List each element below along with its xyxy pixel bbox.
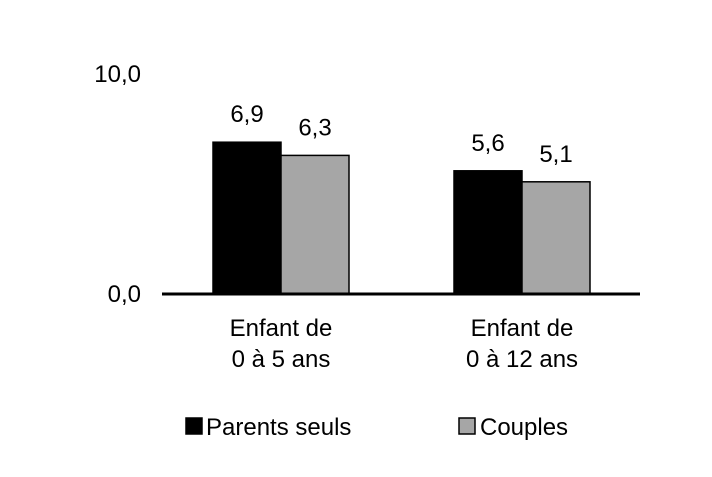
legend-swatch-parents-seuls: [185, 417, 203, 435]
bar-parents-seuls: [453, 170, 523, 295]
data-label: 5,6: [471, 130, 504, 157]
data-label: 5,1: [539, 141, 572, 168]
y-tick-label: 10,0: [94, 61, 141, 88]
bar-couples: [521, 181, 591, 295]
bar-parents-seuls: [212, 141, 282, 295]
data-label: 6,9: [230, 101, 263, 128]
x-category-label: 0 à 12 ans: [466, 346, 578, 373]
legend-label: Couples: [480, 414, 568, 441]
x-category-label: Enfant de: [230, 315, 333, 342]
data-label: 6,3: [298, 114, 331, 141]
bar-couples: [280, 154, 350, 295]
y-tick-label: 0,0: [108, 281, 141, 308]
legend-label: Parents seuls: [206, 414, 351, 441]
x-category-label: 0 à 5 ans: [232, 346, 331, 373]
x-category-label: Enfant de: [471, 315, 574, 342]
legend-swatch-couples: [458, 417, 476, 435]
